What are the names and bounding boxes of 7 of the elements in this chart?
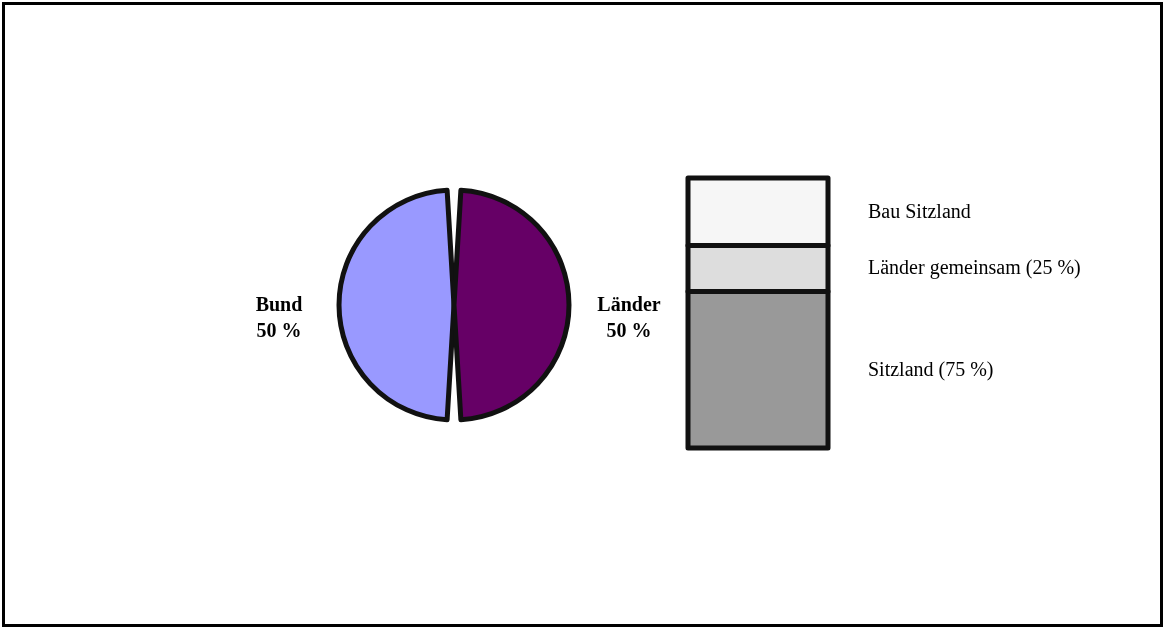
data-label: 50 % (256, 319, 302, 341)
series-label: Sitzland (75 %) (868, 357, 994, 381)
data-label: 50 % (606, 319, 652, 341)
slice-label: Bund (255, 293, 303, 315)
series-label: Bau Sitzland (868, 199, 971, 222)
series-label: Länder gemeinsam (25 %) (868, 256, 1081, 280)
slice-label: Länder (597, 293, 661, 315)
